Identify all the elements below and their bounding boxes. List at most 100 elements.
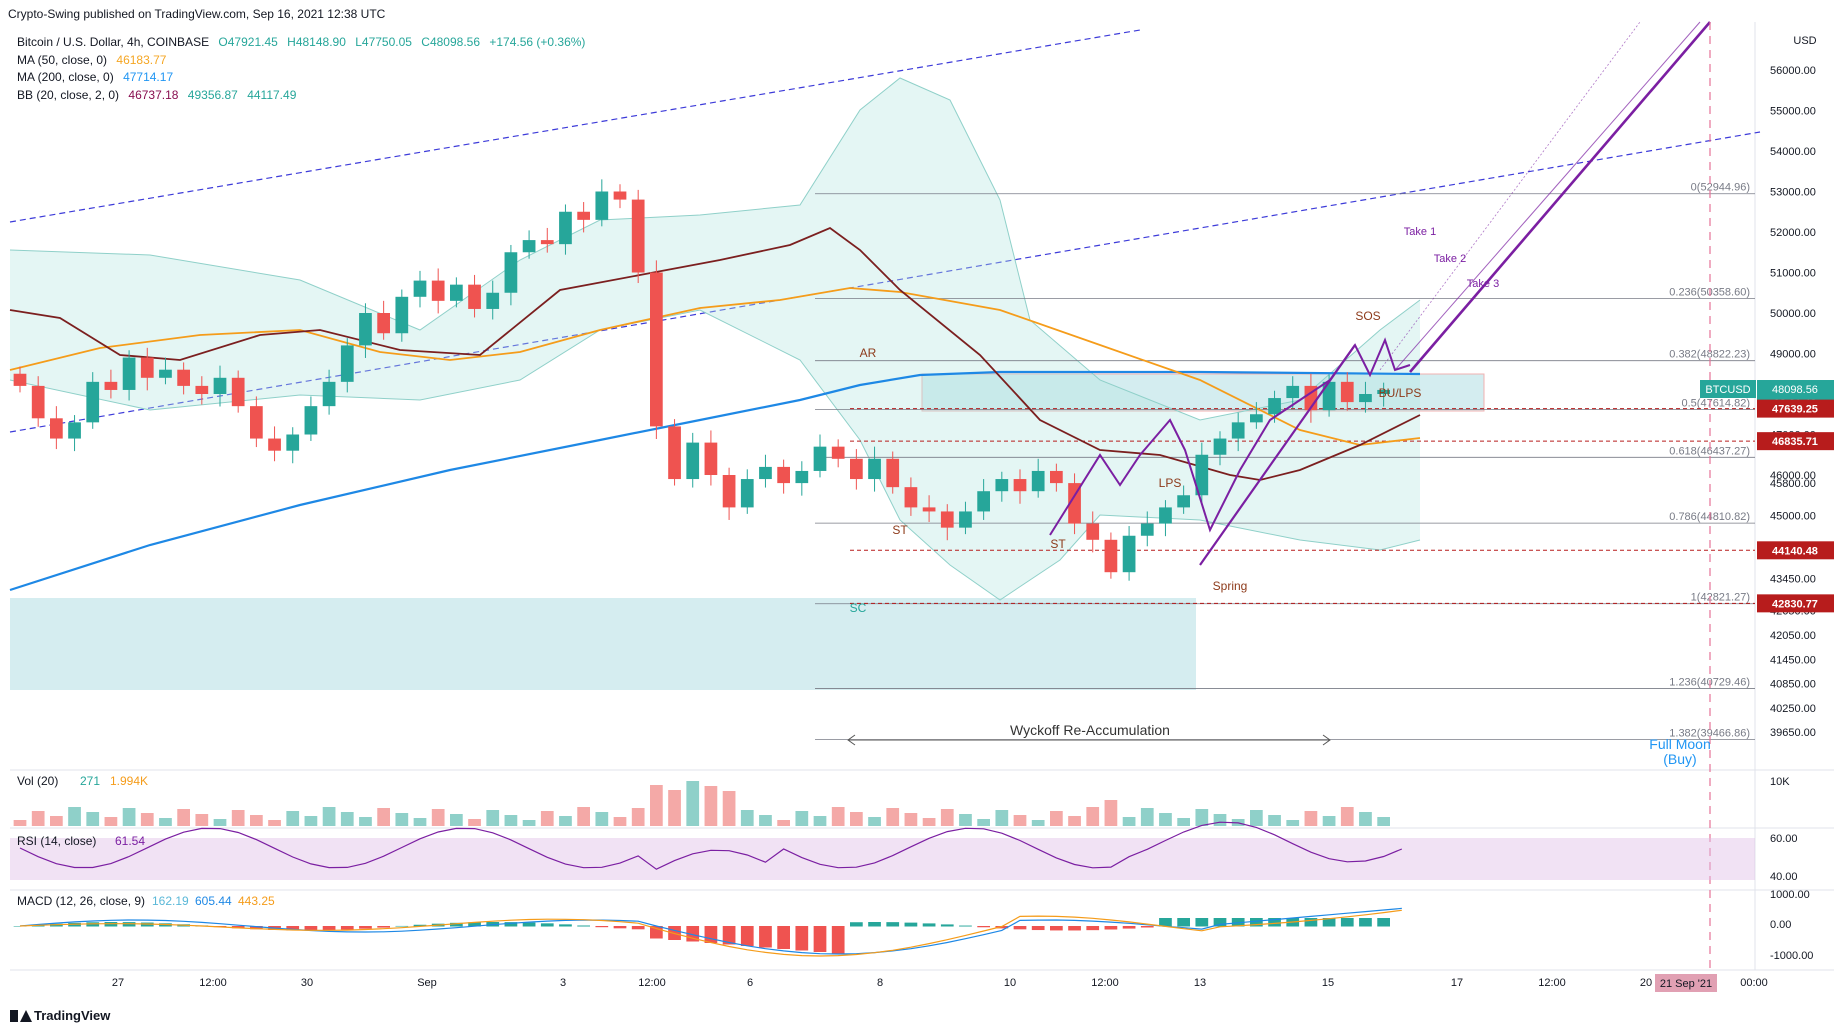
fib-label-1: 1(42821.27)	[1691, 592, 1750, 604]
volume-bar	[777, 820, 790, 826]
x-tick-label: 20	[1640, 977, 1652, 989]
candle	[540, 227, 554, 253]
rsi-value: 61.54	[115, 834, 145, 848]
candle	[686, 432, 700, 488]
volume-bar	[104, 817, 118, 826]
candle	[1104, 532, 1118, 579]
legend-ma50-row[interactable]: MA (50, close, 0) 46183.77	[17, 52, 591, 70]
candle-body	[995, 479, 1009, 492]
macd-histogram-bar	[577, 925, 590, 927]
legend-ma50-value: 46183.77	[116, 52, 167, 67]
volume-bar	[1177, 818, 1190, 826]
y-tick-label: 40250.00	[1770, 703, 1816, 715]
channel-lower-line	[9, 131, 1761, 433]
volume-bar	[250, 815, 263, 826]
candle	[922, 495, 936, 522]
macd-histogram-bar	[813, 926, 827, 952]
candle	[1231, 412, 1245, 452]
volume-bar	[1068, 816, 1081, 826]
candle	[813, 434, 827, 478]
volume-bar	[450, 814, 463, 826]
tradingview-logo[interactable]: TradingView	[10, 1008, 110, 1023]
legend-ma200-row[interactable]: MA (200, close, 0) 47714.17	[17, 69, 591, 87]
x-tick-label: 15	[1322, 977, 1334, 989]
macd-histogram-bar	[1250, 918, 1263, 927]
candle-body	[959, 511, 972, 528]
candle	[1122, 526, 1136, 581]
x-highlight-label: 21 Sep '21	[1660, 978, 1712, 990]
candle	[231, 370, 245, 413]
macd-histogram-bar	[304, 926, 318, 931]
candle-body	[1177, 495, 1190, 508]
volume-bar	[904, 813, 918, 826]
candle-body	[13, 373, 27, 386]
candle	[940, 504, 954, 541]
volume-bar	[395, 813, 409, 826]
rsi-label: RSI (14, close)	[17, 834, 96, 848]
macd-histogram-bar	[1122, 926, 1136, 929]
y-tick-label: 56000.00	[1770, 65, 1816, 77]
macd-histogram-bar	[595, 926, 609, 928]
legend-ma200-label: MA (200, close, 0)	[17, 70, 114, 84]
candle-body	[50, 418, 63, 439]
candle-body	[104, 381, 118, 390]
macd-histogram-bar	[13, 926, 27, 927]
x-tick-label: 27	[112, 977, 124, 989]
candle	[468, 274, 481, 318]
legend-change: +174.56 (+0.36%)	[489, 35, 586, 49]
y-tick-label: 43450.00	[1770, 573, 1816, 585]
macd-tick-neg1000: -1000.00	[1770, 950, 1813, 962]
candle-body	[522, 240, 536, 253]
macd-histogram-bar	[359, 926, 372, 929]
volume-bar	[977, 819, 990, 826]
legend-symbol-row[interactable]: Bitcoin / U.S. Dollar, 4h, COINBASE O479…	[17, 34, 591, 52]
macd-histogram-bar	[1050, 926, 1063, 931]
candle-body	[1122, 535, 1136, 573]
macd-histogram-bar	[504, 922, 518, 927]
candle-body	[1159, 507, 1172, 524]
volume-bar	[540, 811, 554, 826]
volume-bar	[213, 819, 227, 826]
legend-bb-row[interactable]: BB (20, close, 2, 0) 46737.18 49356.87 4…	[17, 87, 591, 105]
macd-histogram-bar	[1159, 918, 1172, 927]
legend-bb-label: BB (20, close, 2, 0)	[17, 87, 120, 102]
candle-body	[1140, 523, 1154, 536]
legend-ma200-value: 47714.17	[123, 70, 174, 84]
ma50-line	[9, 287, 1421, 446]
candle-body	[377, 313, 390, 334]
candle	[795, 461, 809, 496]
volume-bar	[340, 812, 354, 826]
tradingview-logo-text: TradingView	[34, 1008, 111, 1023]
macd-histogram-bar	[340, 926, 354, 930]
volume-bar	[1359, 812, 1372, 826]
macd-histogram-bar	[1322, 918, 1336, 927]
volume-bar	[522, 820, 536, 826]
candle	[868, 446, 881, 492]
macd-histogram-bar	[886, 922, 900, 927]
volume-bar	[86, 812, 100, 826]
macd-label: MACD (12, 26, close, 9)	[17, 894, 145, 908]
label-take2: Take 2	[1434, 253, 1466, 265]
volume-bar	[940, 809, 954, 826]
candle-body	[159, 369, 172, 378]
volume-bar	[159, 818, 172, 826]
bollinger-band-fill	[10, 78, 1420, 600]
candle-body	[650, 272, 663, 427]
macd-histogram-bar	[704, 926, 718, 943]
macd-histogram-bar	[1068, 926, 1081, 931]
candle	[850, 449, 863, 490]
price-tag-text: 48098.56	[1772, 384, 1818, 396]
candle	[650, 260, 663, 439]
y-tick-label: 41450.00	[1770, 654, 1816, 666]
candle	[959, 501, 972, 535]
candle-body	[759, 466, 772, 480]
volume-bar	[304, 816, 318, 826]
volume-bar	[631, 808, 645, 826]
legend-open: O47921.45	[218, 35, 278, 49]
macd-histogram-bar	[322, 926, 336, 931]
candle	[31, 376, 45, 427]
candle-body	[1050, 470, 1063, 484]
candle-body	[395, 296, 409, 334]
candle-body	[595, 191, 609, 220]
